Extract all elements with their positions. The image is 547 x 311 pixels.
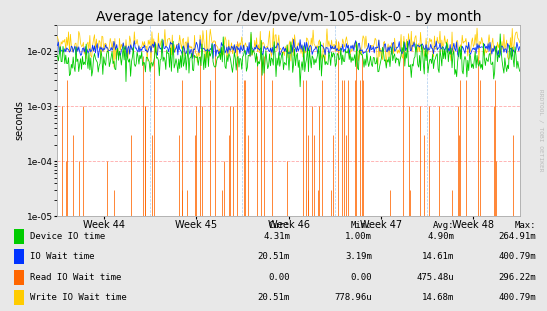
Text: 14.61m: 14.61m bbox=[422, 253, 454, 261]
Text: Write IO Wait time: Write IO Wait time bbox=[30, 294, 127, 302]
Text: 264.91m: 264.91m bbox=[498, 232, 536, 241]
Text: RRDTOOL / TOBI OETIKER: RRDTOOL / TOBI OETIKER bbox=[538, 89, 543, 172]
Text: Read IO Wait time: Read IO Wait time bbox=[30, 273, 121, 282]
Text: 20.51m: 20.51m bbox=[258, 294, 290, 302]
Text: 3.19m: 3.19m bbox=[345, 253, 372, 261]
Text: Max:: Max: bbox=[515, 221, 536, 230]
Text: 0.00: 0.00 bbox=[351, 273, 372, 282]
Text: 400.79m: 400.79m bbox=[498, 253, 536, 261]
Title: Average latency for /dev/pve/vm-105-disk-0 - by month: Average latency for /dev/pve/vm-105-disk… bbox=[96, 10, 481, 24]
Text: 0.00: 0.00 bbox=[269, 273, 290, 282]
Text: Device IO time: Device IO time bbox=[30, 232, 106, 241]
Text: 778.96u: 778.96u bbox=[334, 294, 372, 302]
Text: 14.68m: 14.68m bbox=[422, 294, 454, 302]
Bar bbox=[14, 249, 24, 264]
Text: 4.31m: 4.31m bbox=[263, 232, 290, 241]
Text: Avg:: Avg: bbox=[433, 221, 454, 230]
Text: 400.79m: 400.79m bbox=[498, 294, 536, 302]
Bar bbox=[14, 229, 24, 244]
Text: Min:: Min: bbox=[351, 221, 372, 230]
Text: 20.51m: 20.51m bbox=[258, 253, 290, 261]
Text: 296.22m: 296.22m bbox=[498, 273, 536, 282]
Y-axis label: seconds: seconds bbox=[14, 100, 25, 141]
Text: 475.48u: 475.48u bbox=[416, 273, 454, 282]
Bar bbox=[14, 270, 24, 285]
Text: 1.00m: 1.00m bbox=[345, 232, 372, 241]
Text: 4.90m: 4.90m bbox=[427, 232, 454, 241]
Bar bbox=[14, 290, 24, 305]
Text: Cur:: Cur: bbox=[269, 221, 290, 230]
Text: IO Wait time: IO Wait time bbox=[30, 253, 95, 261]
